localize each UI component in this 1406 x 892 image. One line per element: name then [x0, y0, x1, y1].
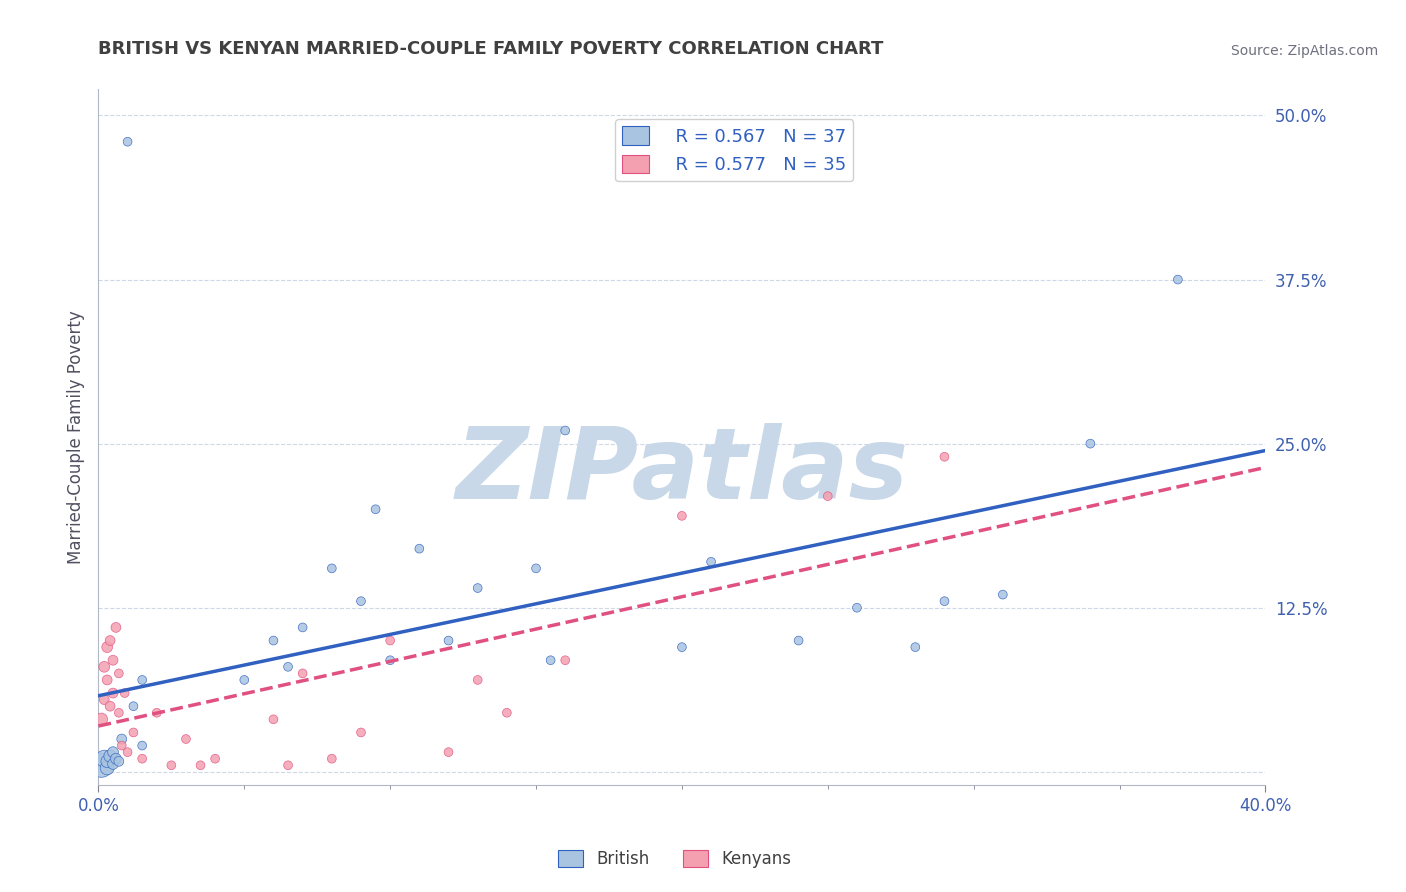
Y-axis label: Married-Couple Family Poverty: Married-Couple Family Poverty [66, 310, 84, 564]
Point [904, 640, 927, 654]
Legend:   R = 0.567   N = 37,   R = 0.577   N = 35: R = 0.567 N = 37, R = 0.577 N = 35 [614, 120, 853, 181]
Point [467, 581, 489, 595]
Text: BRITISH VS KENYAN MARRIED-COUPLE FAMILY POVERTY CORRELATION CHART: BRITISH VS KENYAN MARRIED-COUPLE FAMILY … [98, 40, 884, 58]
Point [108, 706, 131, 720]
Point [934, 594, 956, 608]
Point [174, 731, 197, 746]
Point [378, 653, 402, 667]
Point [117, 745, 139, 759]
Point [90, 758, 112, 772]
Point [845, 600, 868, 615]
Legend: British, Kenyans: British, Kenyans [551, 843, 799, 875]
Point [437, 745, 460, 759]
Point [104, 620, 127, 634]
Point [190, 758, 212, 772]
Point [291, 666, 314, 681]
Point [117, 135, 139, 149]
Point [93, 752, 115, 766]
Point [321, 752, 343, 766]
Point [437, 633, 460, 648]
Point [131, 739, 153, 753]
Point [101, 653, 124, 667]
Point [111, 731, 134, 746]
Point [817, 489, 839, 503]
Point [540, 653, 562, 667]
Point [671, 640, 693, 654]
Point [554, 653, 576, 667]
Point [131, 752, 153, 766]
Point [108, 666, 131, 681]
Text: Source: ZipAtlas.com: Source: ZipAtlas.com [1230, 44, 1378, 58]
Point [350, 594, 373, 608]
Point [98, 633, 121, 648]
Point [108, 755, 131, 769]
Point [262, 633, 284, 648]
Point [378, 633, 402, 648]
Point [122, 725, 145, 739]
Point [700, 555, 723, 569]
Point [101, 686, 124, 700]
Point [93, 660, 115, 674]
Point [524, 561, 547, 575]
Point [495, 706, 517, 720]
Point [101, 756, 124, 771]
Point [96, 640, 118, 654]
Point [114, 686, 136, 700]
Point [321, 561, 343, 575]
Point [554, 424, 576, 438]
Point [204, 752, 226, 766]
Point [98, 749, 121, 764]
Point [146, 706, 169, 720]
Point [671, 508, 693, 523]
Point [262, 712, 284, 726]
Point [111, 739, 134, 753]
Point [96, 755, 118, 769]
Point [104, 752, 127, 766]
Point [233, 673, 256, 687]
Point [467, 673, 489, 687]
Point [277, 758, 299, 772]
Point [93, 692, 115, 706]
Point [277, 660, 299, 674]
Point [787, 633, 810, 648]
Point [90, 712, 112, 726]
Text: ZIPatlas: ZIPatlas [456, 424, 908, 520]
Point [1080, 436, 1102, 450]
Point [991, 588, 1014, 602]
Point [408, 541, 430, 556]
Point [122, 699, 145, 714]
Point [1167, 272, 1189, 286]
Point [96, 673, 118, 687]
Point [131, 673, 153, 687]
Point [160, 758, 183, 772]
Point [934, 450, 956, 464]
Point [364, 502, 387, 516]
Point [96, 761, 118, 775]
Point [291, 620, 314, 634]
Point [98, 699, 121, 714]
Point [101, 745, 124, 759]
Point [350, 725, 373, 739]
